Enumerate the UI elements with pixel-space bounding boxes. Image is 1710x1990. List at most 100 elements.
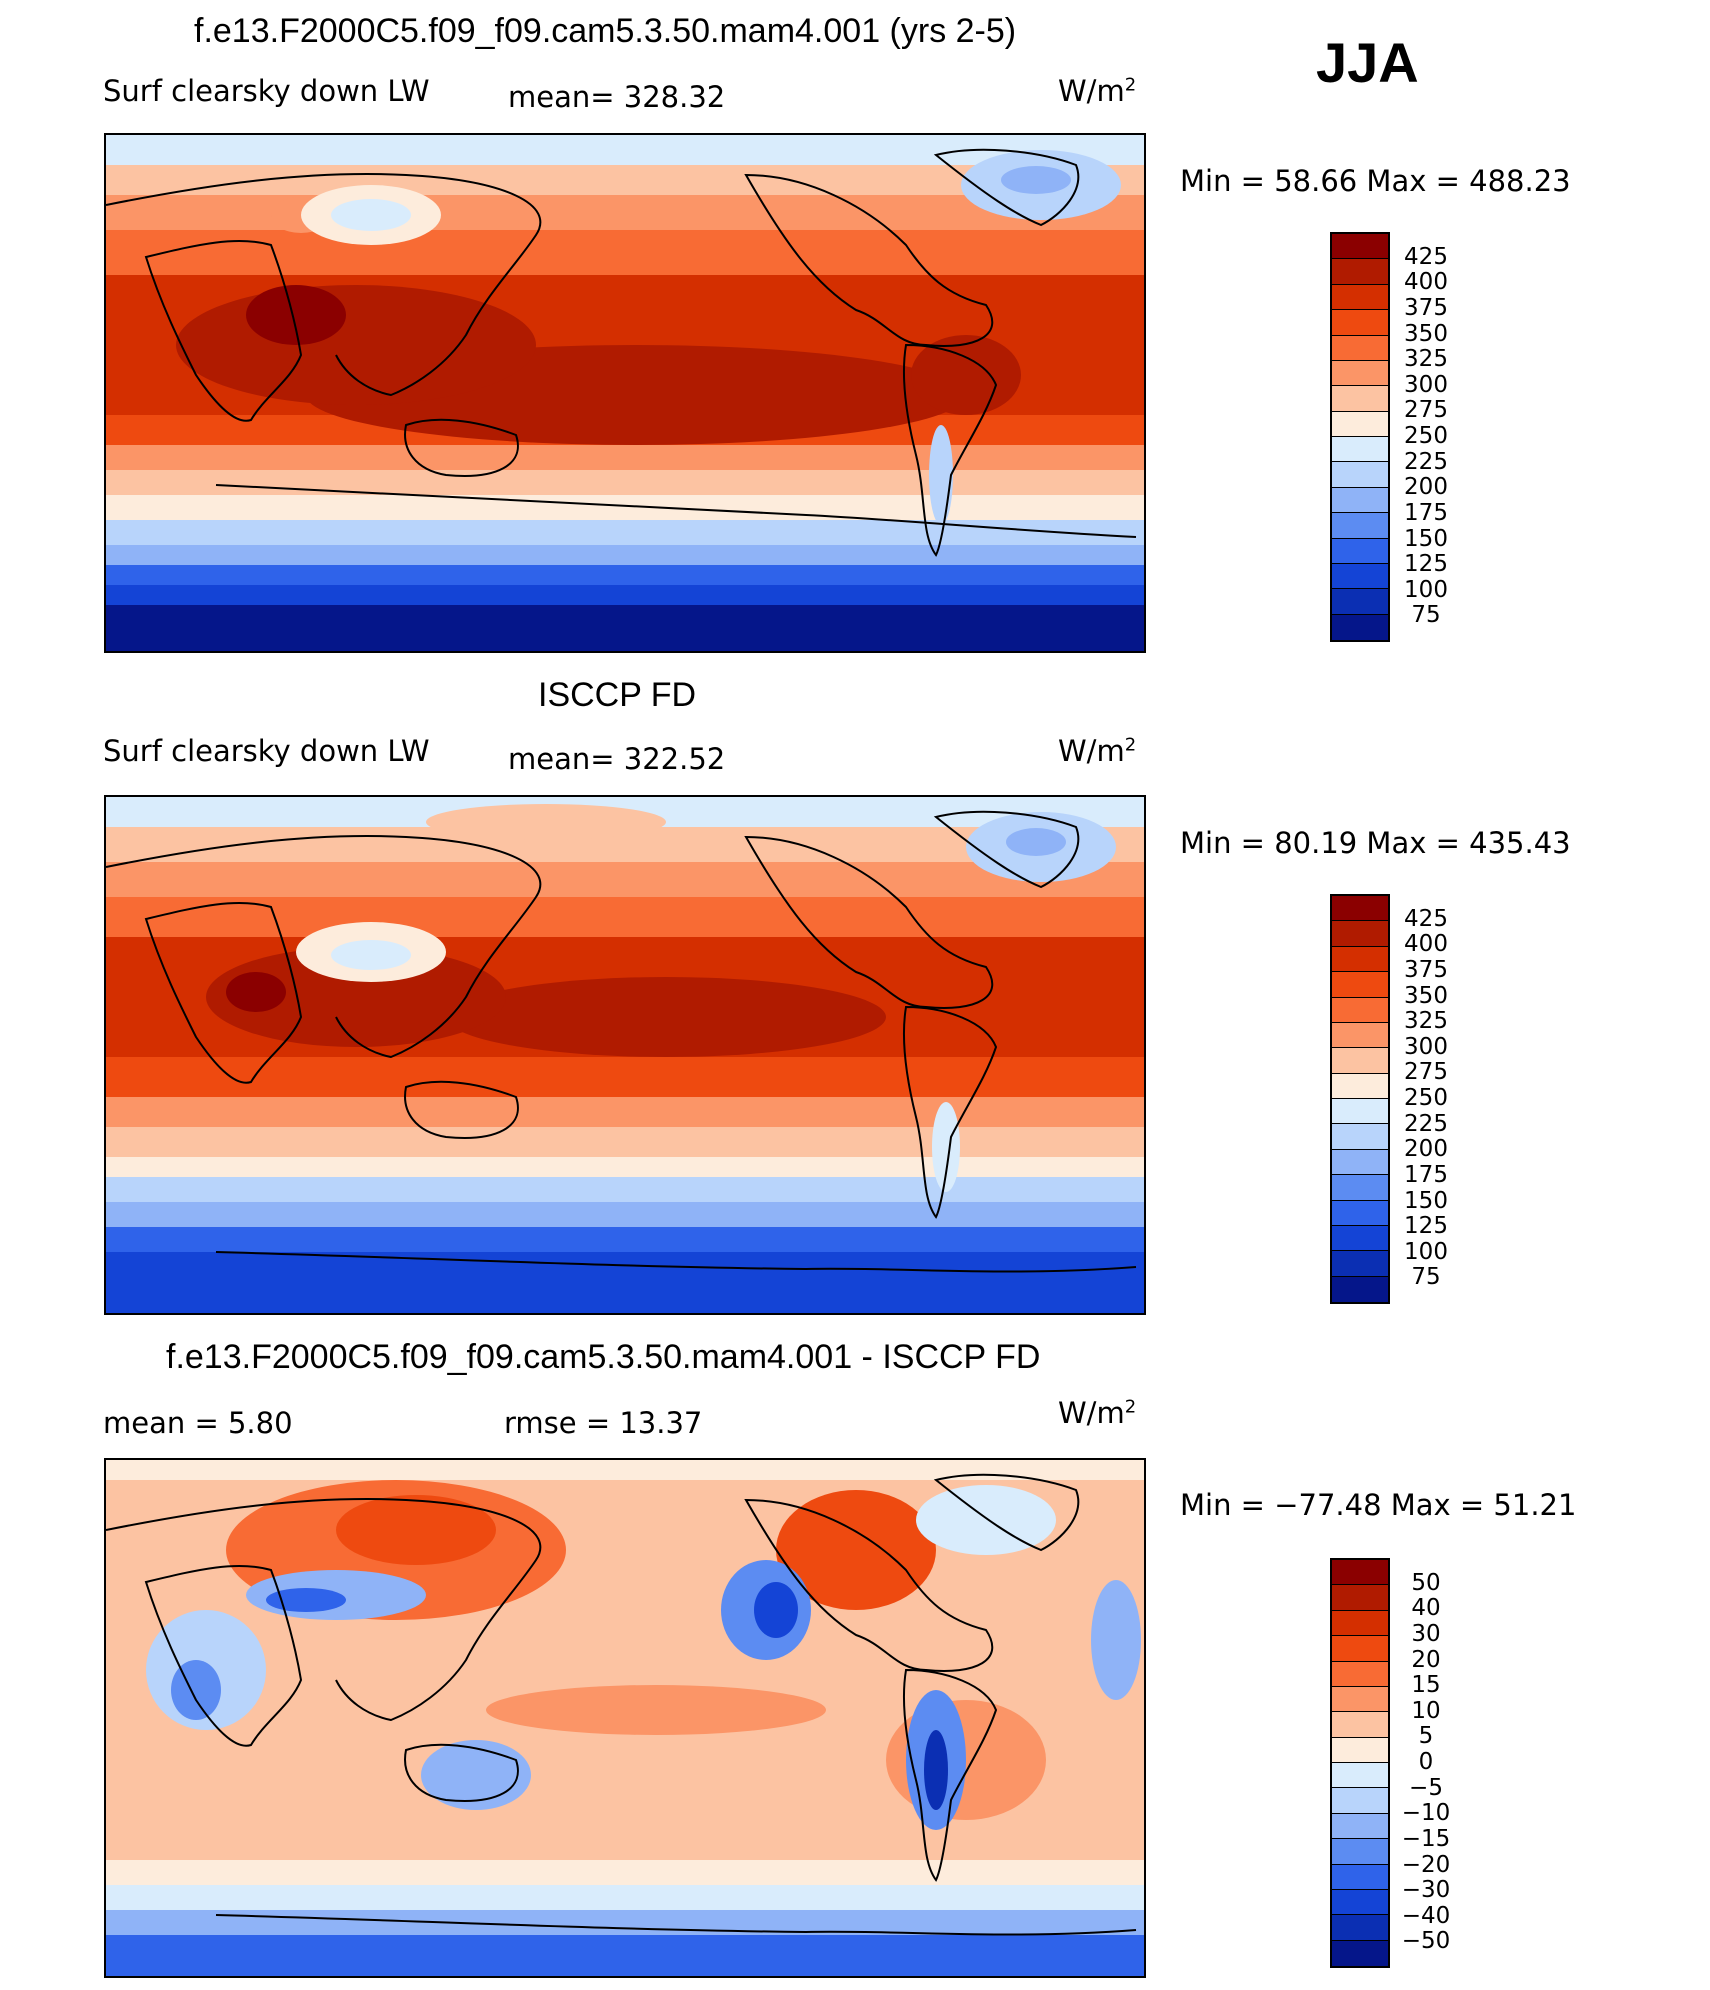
panel-1-colorbar <box>1330 232 1390 642</box>
colorbar-tick-label: 200 <box>1404 1136 1448 1163</box>
panel-1-minmax: Min = 58.66 Max = 488.23 <box>1180 164 1571 198</box>
colorbar-tick-label: 15 <box>1411 1672 1441 1699</box>
colorbar-tick-label: −50 <box>1401 1928 1451 1955</box>
colorbar-tick-label: −30 <box>1401 1877 1451 1904</box>
colorbar-tick-label: 50 <box>1411 1569 1441 1596</box>
panel-3-map <box>104 1458 1146 1978</box>
colorbar-tick-label: 375 <box>1404 294 1448 321</box>
panel-1-title: f.e13.F2000C5.f09_f09.cam5.3.50.mam4.001… <box>194 12 1017 50</box>
colorbar-swatch <box>1332 1636 1388 1662</box>
panel-2-variable-label: Surf clearsky down LW <box>103 734 430 768</box>
panel-2-coastlines <box>106 810 1137 1273</box>
colorbar-swatch <box>1332 1763 1388 1789</box>
colorbar-swatch <box>1332 310 1388 336</box>
colorbar-tick-label: 200 <box>1404 474 1448 501</box>
colorbar-tick-label: 300 <box>1404 371 1448 398</box>
colorbar-swatch <box>1332 1940 1388 1966</box>
colorbar-tick-label: 0 <box>1418 1749 1434 1775</box>
panel-2-mean-label: mean= 322.52 <box>508 742 726 776</box>
panel-3-mean-label: mean = 5.80 <box>103 1406 293 1440</box>
colorbar-swatch <box>1332 1585 1388 1611</box>
colorbar-swatch <box>1332 360 1388 387</box>
colorbar-tick-label: 400 <box>1404 269 1448 296</box>
colorbar-tick-label: −10 <box>1401 1800 1451 1827</box>
panel-2-colorbar <box>1330 894 1390 1304</box>
colorbar-swatch <box>1332 462 1388 488</box>
colorbar-tick-label: 100 <box>1404 1238 1448 1265</box>
colorbar-tick-label: 425 <box>1404 905 1448 932</box>
colorbar-tick-label: −15 <box>1401 1825 1451 1852</box>
colorbar-swatch <box>1332 1915 1388 1941</box>
colorbar-tick-label: 250 <box>1404 1085 1448 1111</box>
colorbar-tick-label: 375 <box>1404 956 1448 983</box>
panel-3-coastlines <box>106 1473 1137 1936</box>
panel-1-variable-label: Surf clearsky down LW <box>103 74 430 108</box>
colorbar-swatch <box>1332 921 1388 947</box>
colorbar-tick-label: 5 <box>1418 1723 1434 1750</box>
colorbar-swatch <box>1332 1048 1388 1074</box>
colorbar-swatch <box>1332 946 1388 973</box>
colorbar-swatch <box>1332 386 1388 412</box>
colorbar-swatch <box>1332 972 1388 998</box>
colorbar-swatch <box>1332 1864 1388 1890</box>
colorbar-tick-label: 425 <box>1404 243 1448 270</box>
colorbar-swatch <box>1332 1175 1388 1201</box>
season-label: JJA <box>1316 31 1419 94</box>
colorbar-swatch <box>1332 563 1388 590</box>
panel-2-map <box>104 795 1146 1315</box>
panel-1-coastlines <box>106 148 1137 557</box>
colorbar-tick-label: 175 <box>1404 499 1448 526</box>
colorbar-swatch <box>1332 1889 1388 1916</box>
colorbar-tick-label: 150 <box>1404 525 1448 552</box>
colorbar-tick-label: −5 <box>1409 1774 1443 1801</box>
colorbar-tick-label: 150 <box>1404 1187 1448 1214</box>
colorbar-tick-label: 75 <box>1411 1264 1441 1291</box>
colorbar-swatch <box>1332 259 1388 285</box>
colorbar-tick-label: 30 <box>1411 1620 1441 1647</box>
colorbar-tick-label: 10 <box>1411 1697 1441 1724</box>
colorbar-swatch <box>1332 1099 1388 1125</box>
colorbar-swatch <box>1332 1251 1388 1277</box>
colorbar-swatch <box>1332 1276 1388 1302</box>
colorbar-tick-label: 325 <box>1404 346 1448 373</box>
colorbar-tick-label: 325 <box>1404 1008 1448 1035</box>
colorbar-swatch <box>1332 997 1388 1023</box>
colorbar-tick-label: −40 <box>1401 1902 1451 1929</box>
panel-3-minmax: Min = −77.48 Max = 51.21 <box>1180 1488 1577 1522</box>
colorbar-tick-label: 350 <box>1404 320 1448 347</box>
colorbar-swatch <box>1332 1022 1388 1049</box>
panel-1-units: W/m2 <box>1058 74 1137 108</box>
colorbar-tick-label: 100 <box>1404 576 1448 603</box>
panel-3-title: f.e13.F2000C5.f09_f09.cam5.3.50.mam4.001… <box>166 1338 1041 1376</box>
colorbar-swatch <box>1332 1124 1388 1150</box>
colorbar-tick-label: 275 <box>1404 397 1448 424</box>
colorbar-swatch <box>1332 1149 1388 1176</box>
colorbar-swatch <box>1332 1788 1388 1814</box>
colorbar-swatch <box>1332 487 1388 514</box>
colorbar-swatch <box>1332 284 1388 311</box>
colorbar-tick-label: 225 <box>1404 1110 1448 1137</box>
colorbar-tick-label: 250 <box>1404 423 1448 449</box>
colorbar-swatch <box>1332 614 1388 640</box>
colorbar-swatch <box>1332 1839 1388 1865</box>
colorbar-swatch <box>1332 513 1388 539</box>
colorbar-tick-label: 225 <box>1404 448 1448 475</box>
colorbar-swatch <box>1332 1661 1388 1687</box>
panel-3-units: W/m2 <box>1058 1396 1137 1430</box>
colorbar-swatch <box>1332 1686 1388 1713</box>
colorbar-tick-label: 175 <box>1404 1161 1448 1188</box>
panel-1-map <box>104 133 1146 653</box>
panel-2-field-bands <box>106 797 1144 1313</box>
colorbar-swatch <box>1332 1073 1388 1099</box>
colorbar-swatch <box>1332 1560 1388 1586</box>
colorbar-tick-label: 300 <box>1404 1033 1448 1060</box>
colorbar-tick-label: 125 <box>1404 1213 1448 1240</box>
panel-2-title: ISCCP FD <box>538 676 697 714</box>
colorbar-swatch <box>1332 234 1388 260</box>
colorbar-swatch <box>1332 437 1388 463</box>
colorbar-swatch <box>1332 411 1388 437</box>
panel-1-field-bands <box>106 135 1144 651</box>
panel-3-field-bands <box>106 1460 1144 1976</box>
colorbar-swatch <box>1332 1225 1388 1252</box>
colorbar-swatch <box>1332 896 1388 922</box>
